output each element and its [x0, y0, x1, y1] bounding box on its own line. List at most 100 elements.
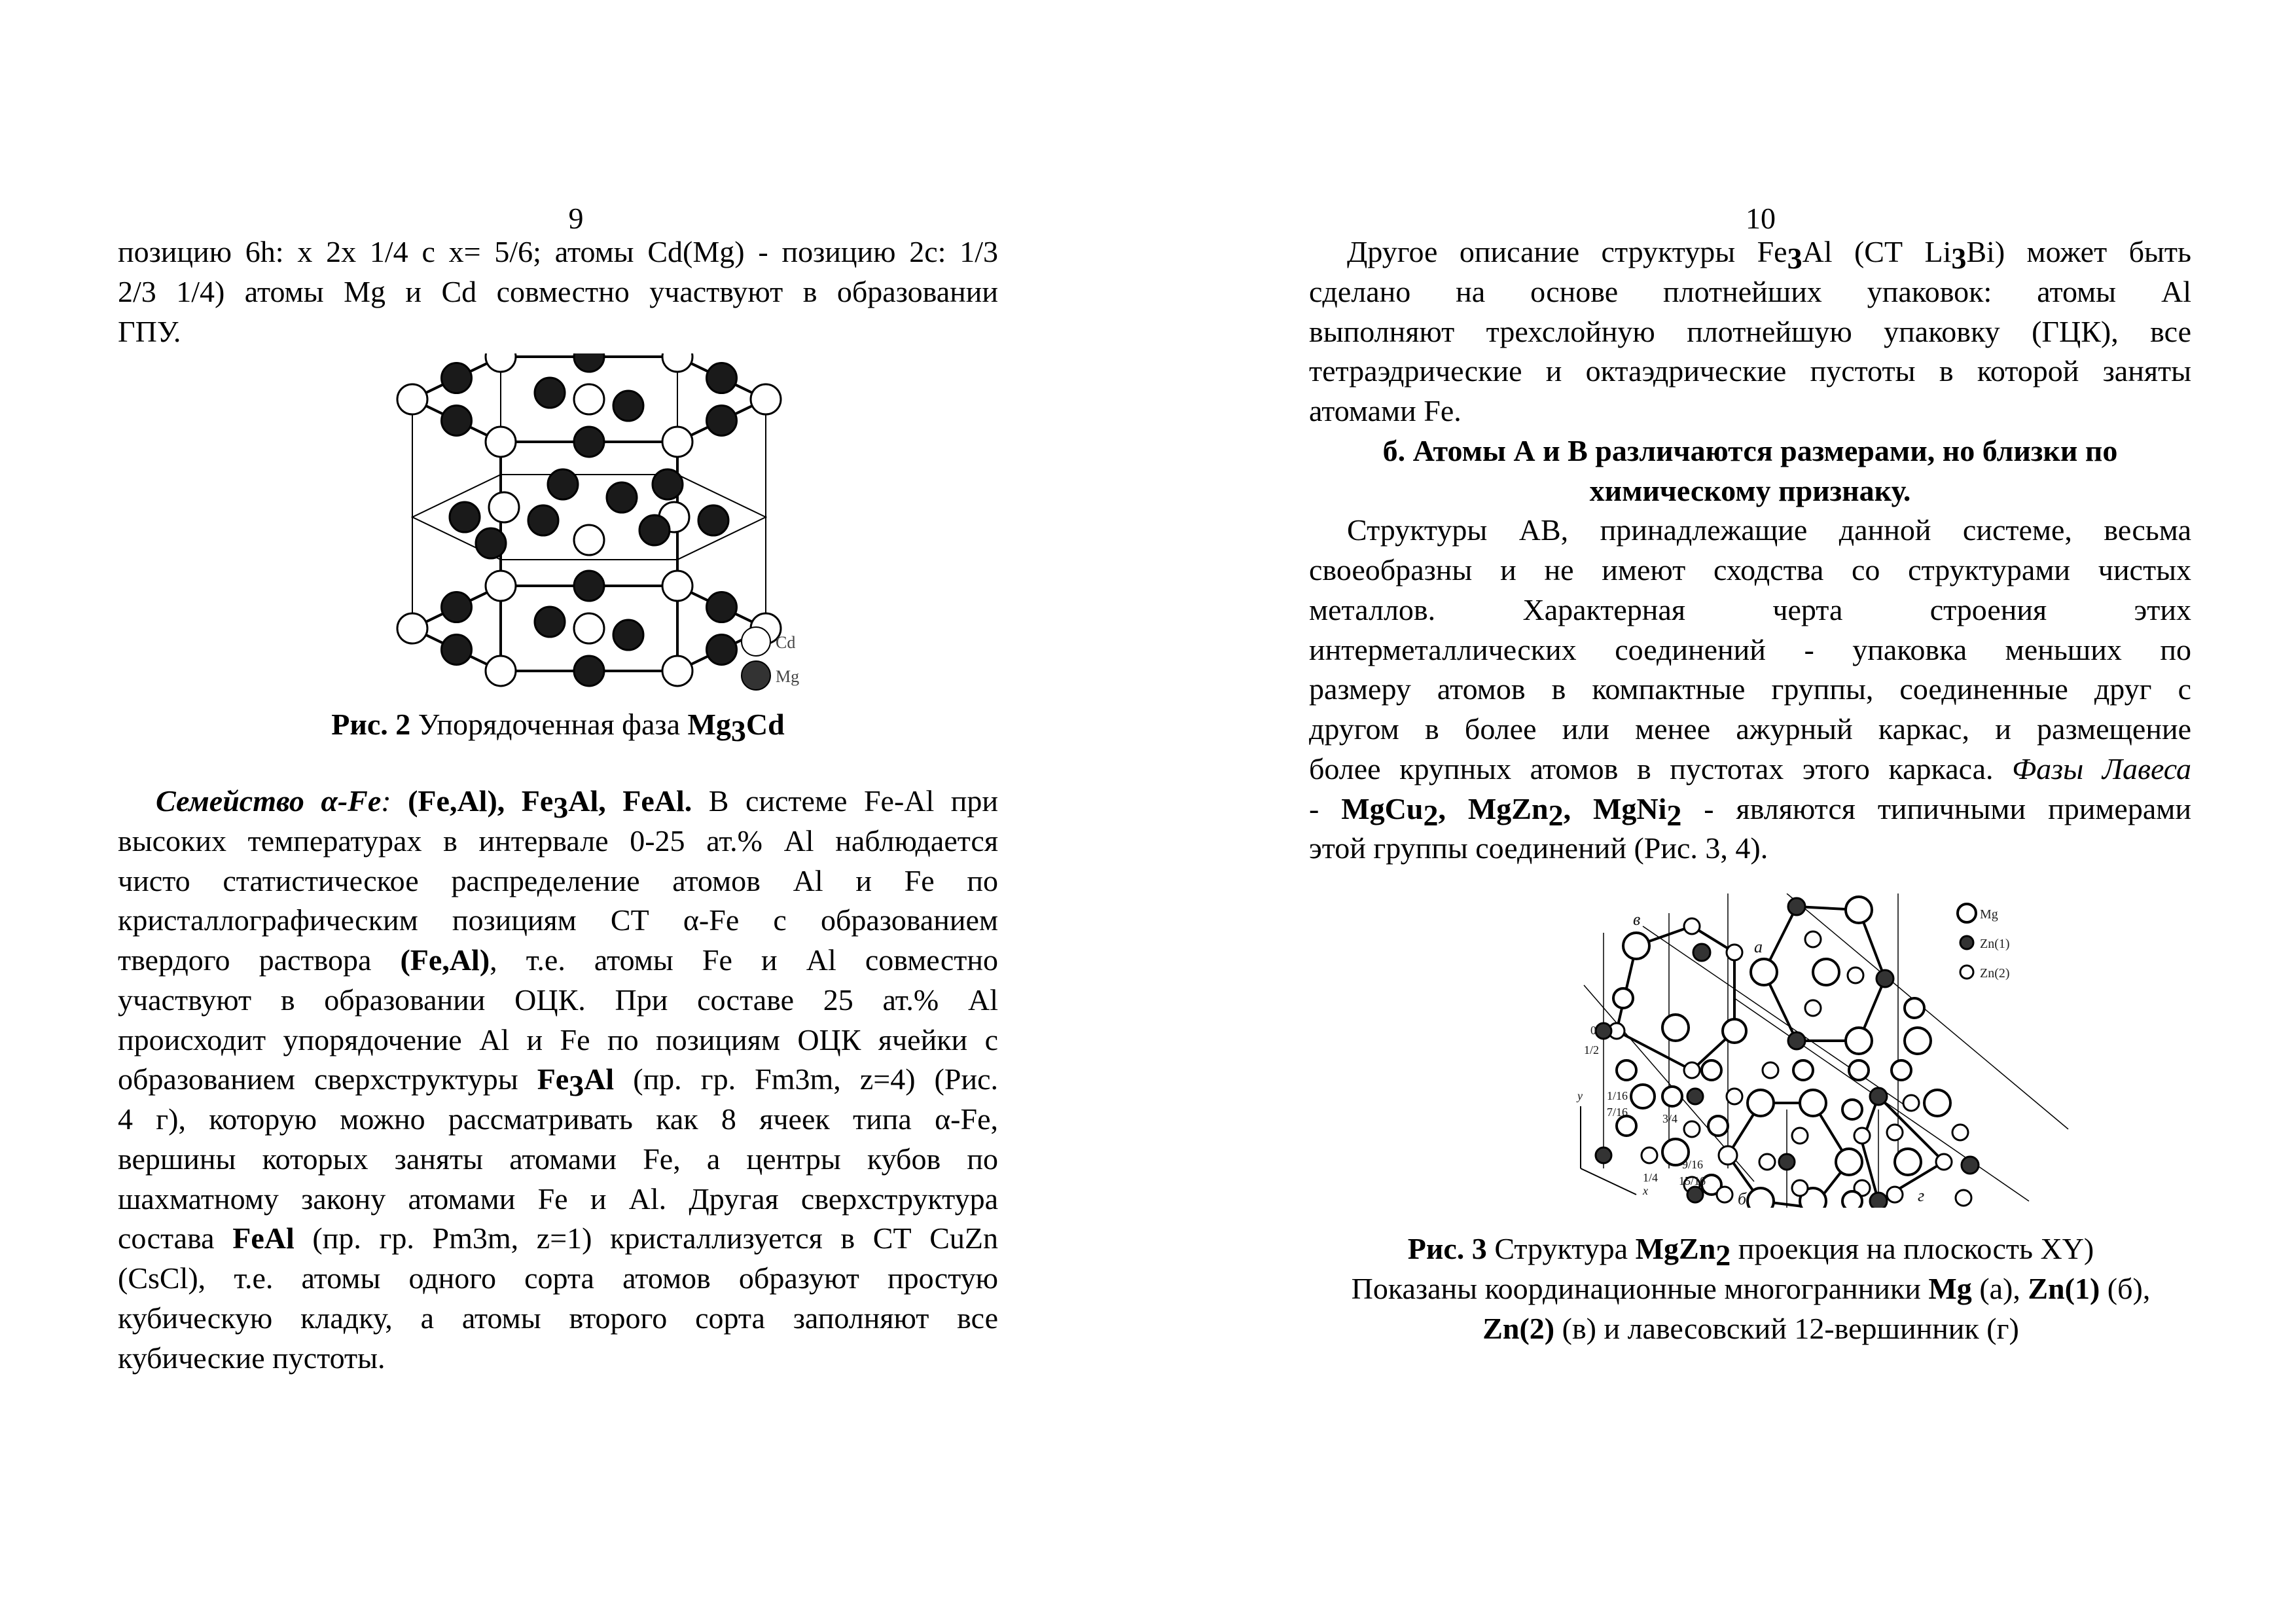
- text-run: ГПУ.: [118, 314, 181, 348]
- mg-atom: [706, 404, 738, 437]
- zn2-atom: [1715, 1185, 1734, 1204]
- text-line: более крупных атомов в пустотах этого ка…: [1309, 749, 2191, 789]
- mg-atom: [638, 514, 671, 547]
- text-run: Al: [584, 1062, 615, 1096]
- text-run: Упорядоченная фаза: [410, 708, 688, 741]
- figure-label: 1/4: [1643, 1171, 1658, 1184]
- mg-atom: [448, 501, 481, 533]
- mg-atom: [1612, 987, 1634, 1009]
- cd-atom: [661, 655, 694, 687]
- text-line: Zn(2) (в) и лавесовский 12-вершинник (г): [1270, 1309, 2232, 1349]
- mg-atom: [1661, 1085, 1683, 1108]
- text-run: атомами Fe.: [1309, 394, 1462, 427]
- text-run: Zn(2): [1482, 1311, 1555, 1345]
- zn2-atom: [1683, 1120, 1701, 1138]
- cd-atom: [484, 569, 517, 602]
- cd-atom: [661, 569, 694, 602]
- mg-atom: [1844, 1026, 1873, 1055]
- cd-atom: [573, 524, 605, 556]
- x-axis-arrow: [1580, 1168, 1637, 1195]
- text-run: 3: [569, 1069, 584, 1103]
- text-line: происходит упорядочение Al и Fe по позиц…: [118, 1020, 998, 1060]
- text-line: 4 г), которую можно рассматривать как 8 …: [118, 1100, 998, 1140]
- text-run: происходит упорядочение Al и Fe по позиц…: [118, 1022, 998, 1056]
- cd-atom: [573, 383, 605, 416]
- mg-atom: [706, 591, 738, 624]
- mg-atom: [1746, 1187, 1775, 1208]
- text-run: , MgNi: [1563, 791, 1667, 825]
- legend-cd-label: Cd: [776, 633, 795, 652]
- text-line: кубическую кладку, а атомы второго сорта…: [118, 1299, 998, 1339]
- mg-atom: [605, 481, 638, 514]
- figure-mgzn2-projection: Mg Zn(1) Zn(2) а б в г 0 1/2 1/16 7/16 3/4 9/16 15/16…: [1576, 893, 2069, 1208]
- cd-atom: [396, 612, 429, 645]
- zn2-atom: [1951, 1123, 1969, 1142]
- text-line: Семейство α-Fe: (Fe,Al), Fe3Al, FeAl. В …: [118, 782, 998, 824]
- text-run: 2: [1548, 798, 1564, 832]
- mg-atom: [1749, 958, 1778, 986]
- zn1-atom: [1787, 897, 1806, 916]
- text-run: Структура: [1486, 1232, 1636, 1265]
- text-line: выполняют трехслойную плотнейшую упаковк…: [1309, 312, 2191, 352]
- text-run: 3: [730, 714, 746, 748]
- zn1-atom: [1594, 1022, 1613, 1040]
- mg-atom: [547, 468, 579, 501]
- legend-mg-icon: [741, 660, 771, 691]
- zn2-atom: [1725, 1087, 1744, 1106]
- figure-label: 9/16: [1682, 1158, 1703, 1171]
- text-line: размеру атомов в компактные группы, соед…: [1309, 670, 2191, 710]
- text-run: интерметаллических соединений - упаковка…: [1309, 632, 2191, 666]
- zn2-atom: [1846, 966, 1865, 984]
- text-line: состава FeAl (пр. гр. Pm3m, z=1) кристал…: [118, 1219, 998, 1259]
- zn1-atom: [1686, 1087, 1704, 1106]
- text-line: Структуры АВ, принадлежащие данной систе…: [1309, 511, 2191, 550]
- mg-atom: [1622, 931, 1651, 960]
- cd-atom: [661, 353, 694, 373]
- text-line: Рис. 2 Упорядоченная фаза Mg3Cd: [118, 705, 998, 748]
- mg-atom: [1792, 1059, 1814, 1081]
- legend-label: Mg: [1980, 907, 1998, 922]
- legend-label: Zn(1): [1980, 937, 2010, 951]
- figure-3-caption: Рис. 3 Структура MgZn2 проекция на плоск…: [1270, 1229, 2232, 1348]
- zn2-atom: [1886, 1185, 1904, 1204]
- zn1-atom: [1778, 1153, 1796, 1171]
- text-run: выполняют трехслойную плотнейшую упаковк…: [1309, 314, 2191, 348]
- mg-atom: [1893, 1147, 1922, 1176]
- grid-line: [1786, 893, 2069, 1130]
- mg-atom: [1903, 1026, 1932, 1055]
- text-run: этой группы соединений (Рис. 3, 4).: [1309, 831, 1768, 865]
- zn2-atom: [1725, 943, 1744, 962]
- mg-atom: [1700, 1174, 1723, 1196]
- text-line: шахматному закону атомами Fe и Al. Друга…: [118, 1180, 998, 1219]
- zn1-atom: [1594, 1146, 1613, 1164]
- text-run: своеобразны и не имеют сходства со струк…: [1309, 553, 2191, 586]
- zn2-atom: [1640, 1146, 1659, 1164]
- zn1-atom: [1959, 935, 1975, 950]
- zn1-atom: [1875, 969, 1895, 988]
- mg-atom: [1956, 903, 1977, 924]
- mg-atom: [706, 633, 738, 666]
- text-run: Фазы Лавеса: [2012, 751, 2191, 785]
- mg-atom: [1812, 958, 1840, 986]
- mg-atom: [1746, 1089, 1775, 1117]
- legend-cd-icon: [741, 626, 771, 657]
- mg-atom: [440, 404, 473, 437]
- zn2-atom: [1791, 1179, 1809, 1197]
- text-line: Другое описание структуры Fe3Al (СТ Li3B…: [1309, 232, 2191, 275]
- zn1-atom: [1686, 1185, 1704, 1204]
- zn2-atom: [1804, 930, 1822, 948]
- mg-atom: [1841, 1190, 1863, 1208]
- text-line: твердого раствора (Fe,Al), т.е. атомы Fe…: [118, 941, 998, 981]
- mg-atom: [1630, 1083, 1656, 1110]
- mg-atom: [612, 619, 645, 651]
- text-run: кристаллографическим позициям СТ α-Fe с …: [118, 903, 998, 937]
- figure-label: 1/16: [1607, 1089, 1628, 1102]
- figure-label: 3/4: [1662, 1112, 1677, 1125]
- figure-label: а: [1754, 937, 1763, 956]
- cd-atom: [573, 612, 605, 645]
- zn1-atom: [1960, 1155, 1980, 1175]
- text-run: кубические пустоты.: [118, 1341, 386, 1375]
- text-run: Fe: [537, 1062, 569, 1096]
- text-run: Семейство α-Fe: [156, 784, 382, 818]
- text-run: участвуют в образовании ОЦК. При составе…: [118, 983, 998, 1017]
